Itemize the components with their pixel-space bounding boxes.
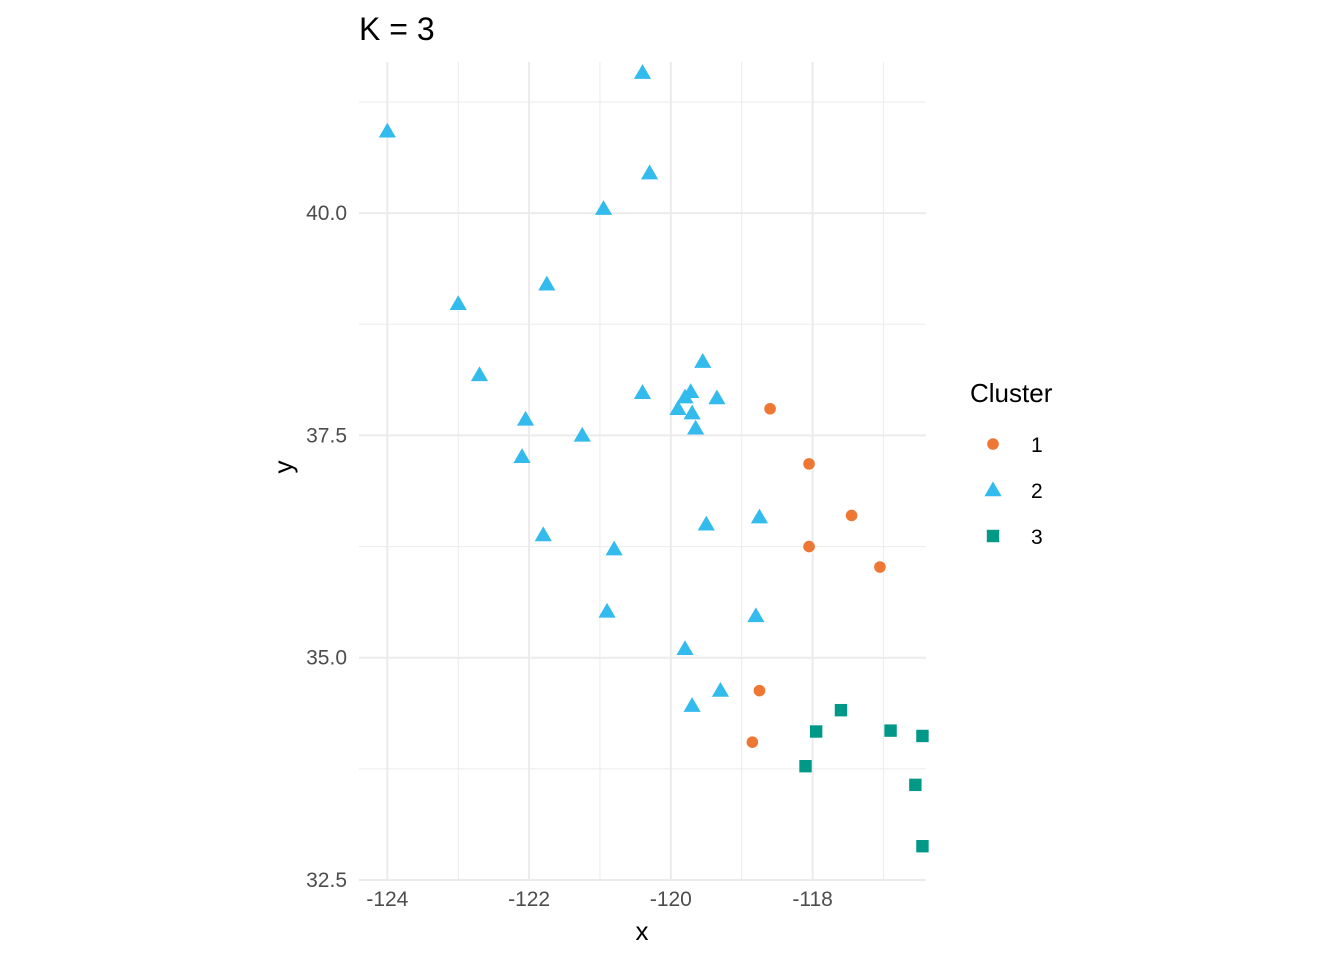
legend-label-1: 1 (1031, 434, 1043, 457)
y-tick-label: 32.5 (306, 869, 347, 892)
cluster-2-point (687, 419, 705, 435)
cluster-3-point (916, 840, 929, 853)
cluster-2-point (697, 515, 715, 531)
cluster-2-point (605, 540, 623, 556)
cluster-2-point (711, 682, 730, 697)
grid (359, 62, 926, 881)
cluster-2-point (747, 607, 765, 623)
cluster-2-point (708, 389, 726, 405)
cluster-2-point (750, 508, 769, 524)
legend-key-3 (986, 529, 1000, 543)
x-axis-label: x (636, 916, 649, 946)
x-tick-label: -122 (508, 888, 550, 911)
cluster-3-point (809, 725, 823, 738)
legend-key-2 (984, 481, 1002, 497)
y-tick-label: 37.5 (306, 424, 347, 447)
legend-label-3: 3 (1031, 526, 1043, 549)
chart-title: K = 3 (359, 11, 435, 47)
cluster-2-point (378, 122, 396, 138)
y-tick-label: 40.0 (306, 202, 347, 225)
y-tick-label: 35.0 (306, 647, 347, 670)
cluster-3-point (916, 729, 929, 743)
cluster-1-point (746, 736, 759, 748)
cluster-2-point (538, 275, 556, 291)
cluster-1-point (803, 540, 815, 553)
cluster-3-point (884, 724, 897, 737)
y-axis-label: y (268, 461, 298, 474)
cluster-2-point (534, 526, 552, 542)
cluster-2-point (594, 200, 613, 215)
cluster-2-point (676, 388, 694, 404)
cluster-1-point (753, 684, 766, 697)
cluster-2-point (694, 353, 712, 368)
cluster-1-point (803, 458, 815, 470)
cluster-1-point (764, 402, 776, 415)
cluster-3-point (909, 778, 922, 792)
cluster-2-point (669, 400, 687, 415)
cluster-2-point (640, 164, 659, 180)
legend-label-2: 2 (1031, 480, 1043, 503)
cluster-1-point (845, 509, 858, 522)
cluster-2-point (516, 410, 535, 426)
cluster-2-point (449, 295, 467, 311)
legend: Cluster 1 2 3 (970, 378, 1053, 549)
cluster-2-point (598, 602, 616, 618)
axes: -124 -122 -120 -118 32.5 35.0 37.5 40.0 (306, 202, 833, 911)
cluster-3-point (834, 703, 848, 717)
x-tick-label: -118 (792, 888, 832, 911)
cluster-2-point (573, 426, 591, 442)
legend-key-1 (987, 438, 999, 450)
cluster-2-point (633, 384, 652, 399)
cluster-3-point (799, 759, 812, 773)
cluster-2-point (513, 448, 531, 463)
cluster-2-point (676, 640, 694, 656)
cluster-2-point (633, 64, 652, 79)
x-tick-label: -124 (366, 888, 408, 911)
cluster-2-point (470, 366, 489, 382)
x-tick-label: -120 (650, 888, 692, 911)
cluster-1-point (874, 561, 886, 573)
data-points (378, 64, 929, 853)
cluster-2-point (683, 404, 701, 420)
cluster-2-point (683, 697, 701, 712)
legend-title: Cluster (970, 378, 1053, 408)
